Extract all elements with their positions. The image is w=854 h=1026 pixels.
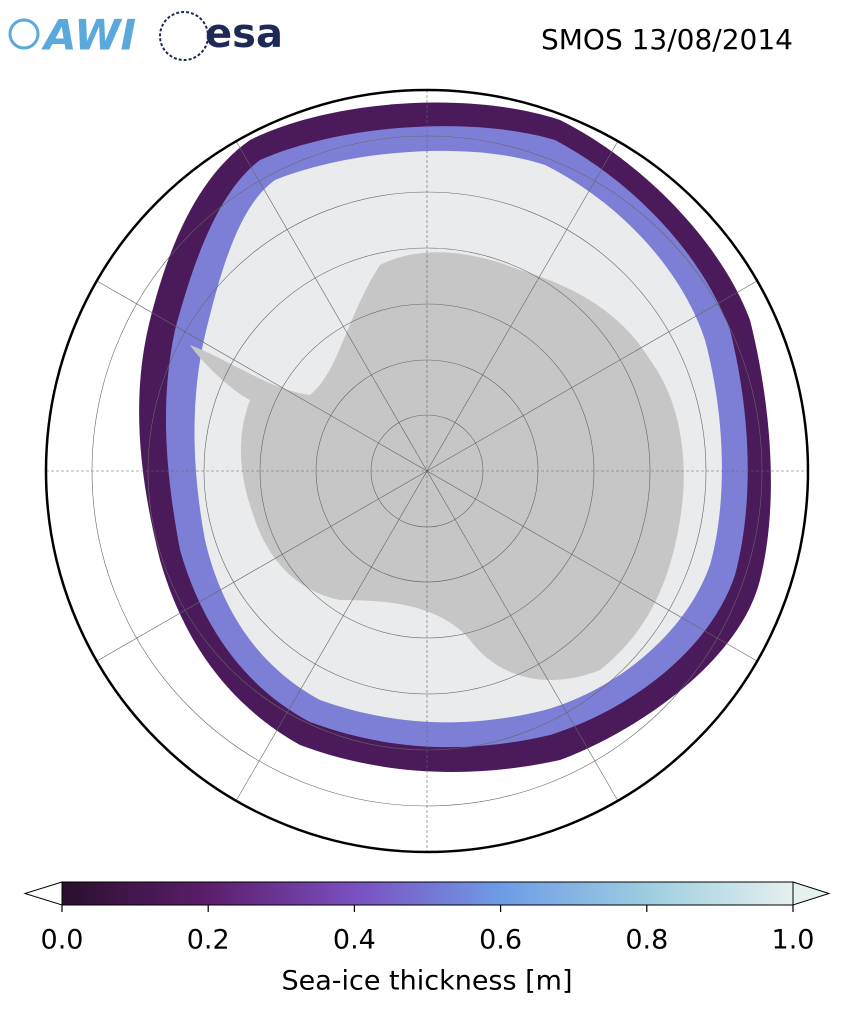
colorbar-tick-label: 0.2 bbox=[187, 925, 230, 956]
logos: AWI esa bbox=[8, 11, 283, 61]
map bbox=[46, 90, 808, 852]
antarctica bbox=[190, 252, 684, 680]
map-border bbox=[44, 88, 810, 854]
colorbar-bar bbox=[61, 881, 794, 906]
title: SMOS 13/08/2014 bbox=[541, 23, 793, 56]
esa-logo: esa bbox=[205, 11, 283, 57]
awi-globe bbox=[8, 18, 40, 50]
colorbar-tick-label: 0.4 bbox=[333, 925, 376, 956]
graticule bbox=[46, 90, 808, 852]
colorbar-tick-label: 1.0 bbox=[772, 925, 815, 956]
colorbar-under bbox=[23, 881, 63, 906]
colorbar-tick-label: 0.8 bbox=[625, 925, 668, 956]
colorbar-tick-label: 0.6 bbox=[479, 925, 522, 956]
colorbar-tick-label: 0.0 bbox=[41, 925, 84, 956]
esa-globe bbox=[159, 11, 209, 61]
colorbar-label: Sea-ice thickness [m] bbox=[281, 966, 572, 997]
awi-logo: AWI bbox=[41, 11, 136, 60]
colorbar-over bbox=[792, 881, 831, 906]
colorbar: Sea-ice thickness [m] 0.0 0.2 0.4 0.6 0.8 1.0 bbox=[23, 881, 831, 997]
